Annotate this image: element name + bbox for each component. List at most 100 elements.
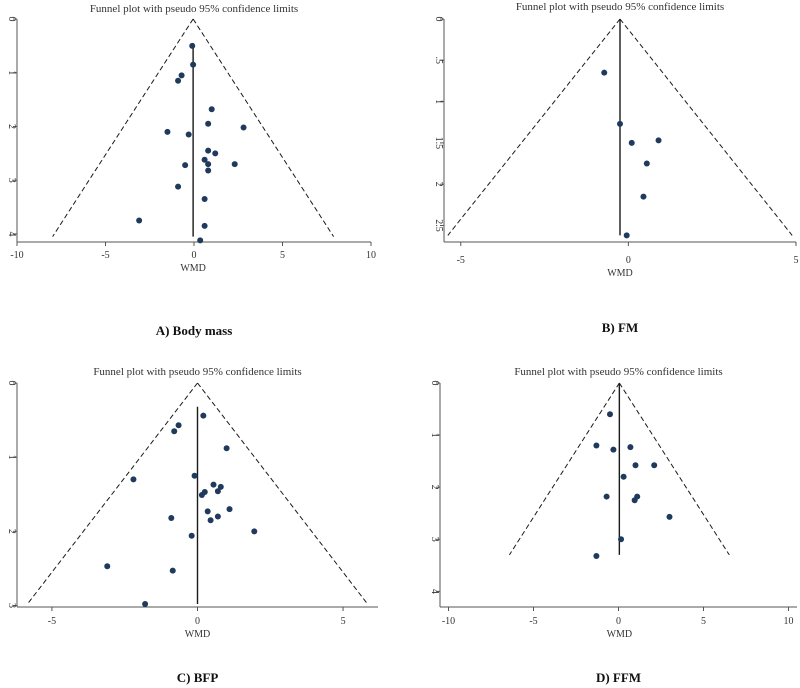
- study-point: [212, 150, 219, 157]
- panel-2: Funnel plot with pseudo 95% confidence l…: [433, 1, 799, 335]
- y-tick-label: 1: [433, 99, 444, 104]
- funnel-left-limit: [447, 18, 621, 236]
- funnel-right-limit: [619, 18, 793, 236]
- study-point: [175, 77, 182, 84]
- study-point: [214, 488, 221, 495]
- study-point: [240, 124, 247, 131]
- y-tick-label: 3: [6, 603, 17, 608]
- y-tick-label: 2.5: [433, 219, 444, 232]
- panel-caption: A) Body mass: [156, 323, 233, 338]
- y-tick-label: 1.5: [433, 137, 444, 150]
- study-point: [189, 42, 196, 49]
- y-tick-label: 2: [6, 529, 17, 534]
- x-tick-label: -10: [442, 616, 455, 627]
- y-tick-label: 0: [429, 381, 440, 386]
- x-tick-label: 10: [784, 616, 794, 627]
- study-point: [169, 567, 176, 574]
- panel-caption: C) BFP: [177, 670, 219, 685]
- study-point: [666, 513, 673, 520]
- study-point: [201, 156, 208, 163]
- y-tick-label: 0: [6, 381, 17, 386]
- study-point: [217, 483, 224, 490]
- panel-caption: B) FM: [602, 320, 638, 335]
- study-point: [593, 442, 600, 449]
- y-tick-label: 4: [6, 231, 17, 236]
- chart-title: Funnel plot with pseudo 95% confidence l…: [93, 366, 301, 378]
- x-tick-label: 0: [192, 250, 197, 261]
- study-point: [104, 563, 111, 570]
- study-point: [130, 476, 137, 483]
- x-tick-label: 0: [626, 255, 631, 266]
- study-point: [603, 493, 610, 500]
- study-point: [171, 428, 178, 435]
- study-point: [640, 193, 647, 200]
- x-tick-label: 5: [794, 255, 799, 266]
- study-point: [175, 422, 182, 429]
- study-point: [182, 162, 189, 169]
- y-tick-label: 3: [6, 178, 17, 183]
- study-point: [251, 528, 258, 535]
- study-point: [168, 514, 175, 521]
- study-point: [617, 120, 623, 127]
- study-point: [601, 69, 608, 76]
- study-point: [200, 412, 207, 419]
- y-tick-label: 0: [6, 17, 17, 22]
- study-point: [201, 196, 208, 203]
- study-point: [618, 536, 625, 543]
- x-tick-label: -5: [529, 616, 537, 627]
- study-point: [623, 232, 630, 239]
- study-point: [214, 513, 221, 520]
- x-tick-label: 0: [195, 616, 200, 627]
- funnel-left-limit: [52, 18, 194, 237]
- study-point: [593, 552, 600, 559]
- study-point: [631, 497, 638, 504]
- funnel-left-limit: [27, 382, 198, 605]
- study-point: [197, 237, 204, 244]
- study-point: [620, 473, 627, 480]
- study-point: [607, 411, 613, 418]
- study-point: [205, 147, 212, 154]
- study-point: [204, 508, 211, 515]
- y-tick-label: 2: [433, 182, 444, 187]
- y-tick-label: .5: [433, 57, 444, 65]
- panel-4: Funnel plot with pseudo 95% confidence l…: [429, 366, 797, 685]
- funnel-left-limit: [508, 382, 620, 556]
- study-point: [632, 462, 639, 469]
- panel-1: Funnel plot with pseudo 95% confidence l…: [6, 3, 376, 338]
- x-tick-label: 5: [701, 616, 706, 627]
- study-point: [223, 445, 230, 452]
- study-point: [188, 532, 195, 539]
- y-tick-label: 4: [429, 589, 440, 594]
- x-tick-label: -5: [48, 616, 56, 627]
- study-point: [185, 131, 192, 138]
- x-axis-label: WMD: [607, 268, 633, 279]
- x-axis-label: WMD: [607, 629, 633, 640]
- panel-caption: D) FFM: [596, 670, 641, 685]
- panel-3: Funnel plot with pseudo 95% confidence l…: [6, 366, 378, 685]
- study-point: [207, 517, 214, 524]
- y-tick-label: 2: [6, 124, 17, 129]
- x-axis-label: WMD: [185, 629, 211, 640]
- study-point: [205, 120, 212, 127]
- funnel-right-limit: [192, 18, 335, 237]
- study-point: [175, 183, 182, 190]
- study-point: [210, 481, 217, 488]
- x-tick-label: 5: [280, 250, 285, 261]
- study-point: [205, 167, 212, 174]
- x-tick-label: -5: [101, 250, 109, 261]
- study-point: [655, 137, 662, 144]
- funnel-right-limit: [618, 382, 730, 556]
- study-point: [651, 462, 658, 469]
- x-tick-label: 10: [366, 250, 376, 261]
- study-point: [628, 139, 635, 146]
- x-tick-label: 5: [341, 616, 346, 627]
- study-point: [190, 61, 197, 68]
- study-point: [226, 506, 233, 513]
- study-point: [201, 222, 208, 229]
- study-point: [610, 446, 617, 453]
- study-point: [208, 106, 215, 113]
- study-point: [205, 161, 212, 168]
- study-point: [136, 217, 143, 224]
- y-tick-label: 1: [6, 455, 17, 460]
